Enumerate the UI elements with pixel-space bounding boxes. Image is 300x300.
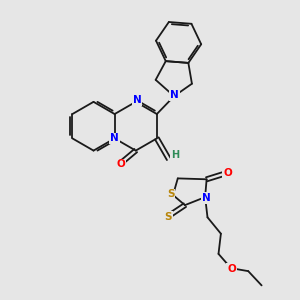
Text: S: S	[167, 189, 174, 200]
Text: N: N	[202, 193, 211, 203]
Text: S: S	[164, 212, 172, 222]
Text: N: N	[110, 134, 119, 143]
Text: O: O	[223, 168, 232, 178]
Text: N: N	[170, 90, 179, 100]
Text: N: N	[133, 95, 142, 105]
Text: O: O	[227, 264, 236, 274]
Text: O: O	[117, 160, 125, 170]
Text: H: H	[171, 150, 179, 161]
